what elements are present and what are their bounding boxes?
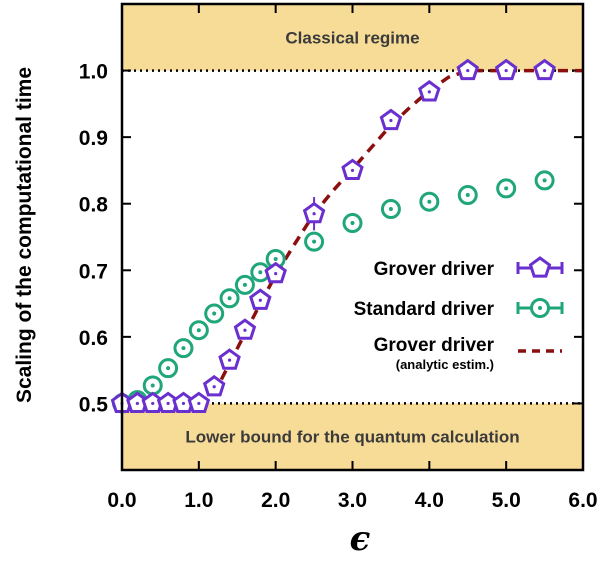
grover-driver-point-center — [151, 401, 155, 406]
grover-driver-point-center — [504, 68, 508, 73]
standard-driver-point-center — [273, 256, 278, 261]
band-label-classical-regime: Classical regime — [285, 28, 419, 47]
band-lower-bound — [122, 403, 583, 470]
legend-analytic-label: Grover driver — [374, 335, 495, 356]
y-tick-label: 0.7 — [79, 260, 108, 283]
legend: Grover driver Standard driver Grover drive… — [354, 256, 564, 372]
x-tick-label: 5.0 — [492, 489, 521, 512]
legend-standard-label: Standard driver — [354, 299, 495, 320]
grover-driver-point-center — [166, 401, 170, 406]
grover-driver-point-center — [258, 298, 262, 302]
grover-driver-point-center — [389, 118, 393, 123]
y-tick-label: 0.9 — [79, 127, 108, 150]
y-tick-label: 0.6 — [79, 327, 108, 350]
grover-driver-point-center — [227, 358, 232, 362]
standard-driver-point-center — [465, 193, 470, 198]
standard-driver-point-center — [350, 221, 355, 226]
legend-standard-marker-center — [538, 306, 542, 310]
grover-driver-point-center — [350, 168, 355, 173]
legend-grover-label: Grover driver — [374, 259, 495, 280]
standard-driver-point-center — [242, 282, 247, 287]
standard-driver-point-center — [258, 270, 263, 275]
y-tick-label: 0.8 — [79, 194, 109, 217]
y-tick-label: 1.0 — [79, 61, 108, 84]
standard-driver-point-center — [212, 311, 217, 316]
standard-driver-point-center — [227, 296, 232, 301]
plot-frame — [120, 2, 585, 472]
x-tick-label: 1.0 — [184, 489, 213, 512]
legend-grover-marker — [528, 256, 552, 278]
x-tick-label: 6.0 — [568, 489, 597, 512]
x-tick-label: 3.0 — [338, 489, 367, 512]
band-label-lower-bound: Lower bound for the quantum calculation — [185, 428, 519, 447]
standard-driver-point-center — [312, 239, 317, 244]
grover-driver-point-center — [466, 68, 470, 73]
legend-analytic-sublabel: (analytic estim.) — [396, 357, 494, 372]
grover-driver-point-center — [312, 212, 316, 216]
grover-driver-point-center — [212, 385, 216, 389]
y-tick-label: 0.5 — [79, 393, 109, 416]
grover-driver-point-center — [274, 272, 278, 276]
y-axis-title: Scaling of the computational time — [13, 67, 36, 403]
standard-driver-point-center — [150, 383, 155, 388]
grover-driver-point-center — [542, 68, 547, 73]
standard-driver-point-center — [166, 366, 171, 371]
standard-driver-point-center — [181, 346, 186, 351]
x-axis-title: ϵ — [350, 519, 371, 559]
standard-driver-point-center — [542, 178, 547, 183]
x-tick-label: 4.0 — [415, 489, 444, 512]
plot-area: Classical regime Lower bound for the quan… — [79, 2, 598, 512]
x-tick-label: 0.0 — [107, 489, 136, 512]
grover-driver-point-center — [243, 328, 247, 332]
standard-driver-point-center — [504, 186, 509, 191]
standard-driver-point-center — [427, 199, 432, 204]
grover-driver-point-center — [181, 401, 186, 406]
x-tick-label: 2.0 — [261, 489, 290, 512]
grover-driver-point-center — [135, 401, 139, 406]
standard-driver-point-center — [388, 207, 393, 212]
grover-driver-point-center — [427, 90, 431, 94]
standard-driver-point-center — [196, 328, 201, 333]
grover-driver-point-center — [197, 401, 201, 406]
